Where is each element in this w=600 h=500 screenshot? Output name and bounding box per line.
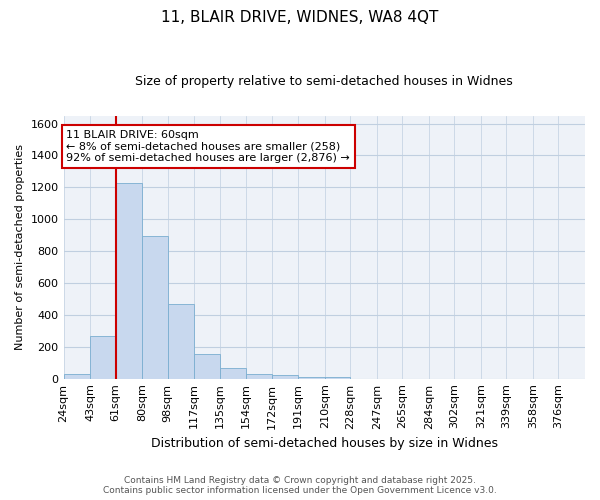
Text: 11 BLAIR DRIVE: 60sqm
← 8% of semi-detached houses are smaller (258)
92% of semi: 11 BLAIR DRIVE: 60sqm ← 8% of semi-detac… — [67, 130, 350, 163]
Bar — [246, 374, 272, 378]
Text: 11, BLAIR DRIVE, WIDNES, WA8 4QT: 11, BLAIR DRIVE, WIDNES, WA8 4QT — [161, 10, 439, 25]
Text: Contains HM Land Registry data © Crown copyright and database right 2025.
Contai: Contains HM Land Registry data © Crown c… — [103, 476, 497, 495]
Bar — [90, 336, 116, 378]
Bar — [64, 374, 90, 378]
Bar — [194, 354, 220, 378]
X-axis label: Distribution of semi-detached houses by size in Widnes: Distribution of semi-detached houses by … — [151, 437, 498, 450]
Title: Size of property relative to semi-detached houses in Widnes: Size of property relative to semi-detach… — [136, 75, 513, 88]
Bar — [116, 182, 142, 378]
Bar — [142, 236, 167, 378]
Bar — [272, 376, 298, 378]
Bar — [167, 304, 194, 378]
Bar — [220, 368, 246, 378]
Y-axis label: Number of semi-detached properties: Number of semi-detached properties — [15, 144, 25, 350]
Bar — [298, 377, 325, 378]
